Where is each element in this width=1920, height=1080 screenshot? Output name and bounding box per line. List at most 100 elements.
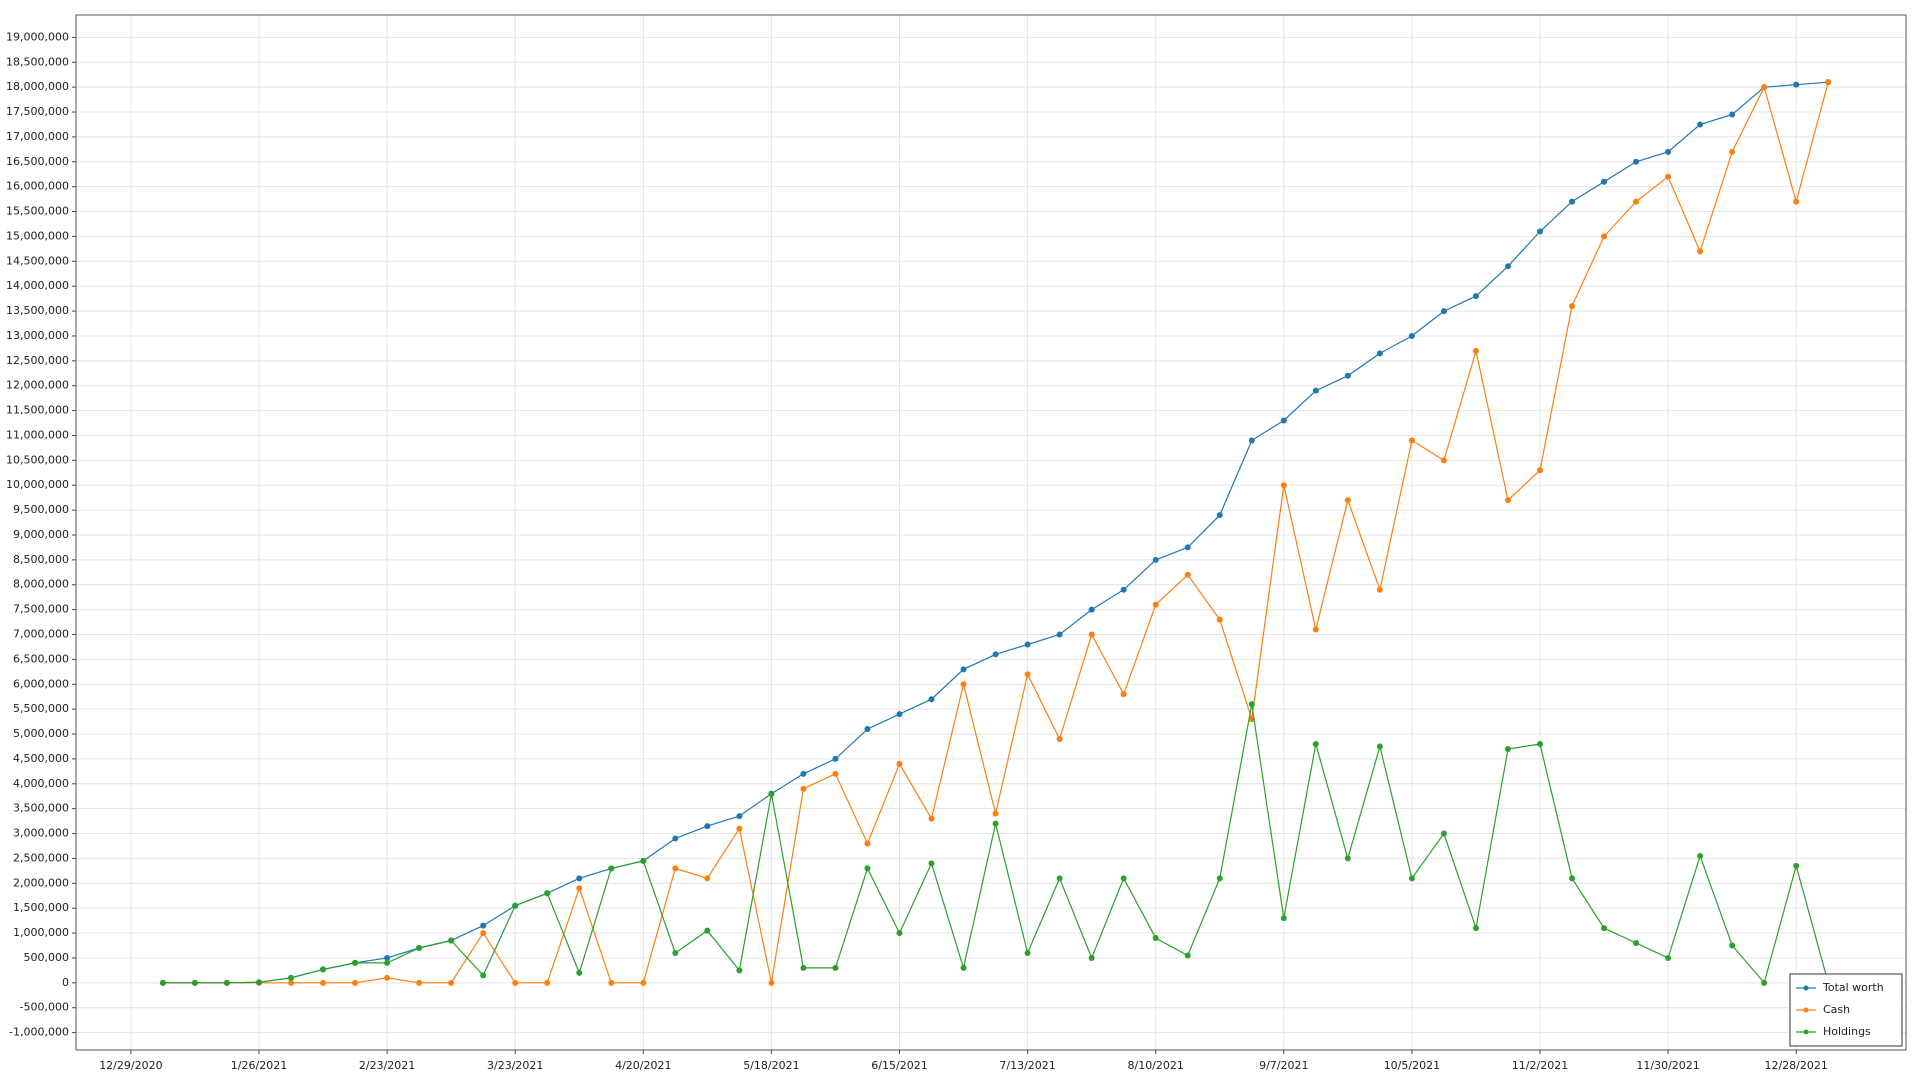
point [1633, 158, 1640, 165]
point [1472, 925, 1479, 932]
point [1152, 601, 1159, 608]
y-tick-label: 10,000,000 [6, 478, 69, 491]
series-line [162, 82, 1829, 984]
y-tick-label: 4,500,000 [13, 752, 69, 765]
point [480, 930, 487, 937]
y-tick-label: 18,000,000 [6, 80, 69, 93]
point [1408, 332, 1415, 339]
x-tick-label: 10/5/2021 [1384, 1059, 1440, 1072]
point [384, 959, 391, 966]
y-tick-label: -1,000,000 [9, 1026, 69, 1039]
y-tick-label: 14,000,000 [6, 279, 69, 292]
point [1120, 586, 1127, 593]
point [1793, 81, 1800, 88]
x-tick-label: 6/15/2021 [871, 1059, 927, 1072]
point [704, 875, 711, 882]
point [832, 755, 839, 762]
point [1248, 701, 1255, 708]
y-tick-label: 500,000 [24, 951, 70, 964]
y-tick-label: 5,000,000 [13, 727, 69, 740]
point [1793, 198, 1800, 205]
point [1312, 626, 1319, 633]
y-tick-label: 8,500,000 [13, 553, 69, 566]
point [896, 760, 903, 767]
y-tick-label: 11,000,000 [6, 428, 69, 441]
point [1216, 512, 1223, 519]
point [1537, 740, 1543, 747]
point [288, 974, 295, 981]
point [512, 979, 519, 986]
point [159, 979, 166, 986]
point [1440, 457, 1447, 464]
point [1729, 942, 1736, 949]
y-tick-label: 1,500,000 [13, 901, 69, 914]
point [1633, 940, 1640, 947]
y-tick-label: 17,500,000 [6, 105, 69, 118]
point [864, 865, 871, 872]
point [384, 954, 391, 961]
legend-marker [1803, 985, 1809, 991]
y-tick-label: 3,000,000 [13, 827, 69, 840]
y-tick-label: 19,000,000 [6, 30, 69, 43]
point [832, 770, 839, 777]
point [1024, 671, 1031, 678]
point [1152, 556, 1159, 563]
y-tick-label: 10,500,000 [6, 453, 69, 466]
y-tick-label: 16,000,000 [6, 180, 69, 193]
y-tick-label: 15,500,000 [6, 205, 69, 218]
point [1440, 308, 1447, 315]
point [1120, 875, 1127, 882]
point [1024, 641, 1031, 648]
legend: Total worth Cash Holdings [1789, 973, 1903, 1047]
point [1344, 372, 1351, 379]
point [1440, 830, 1447, 837]
point [1729, 148, 1736, 155]
legend-label: Total worth [1822, 981, 1884, 994]
y-tick-label: 1,000,000 [13, 926, 69, 939]
point [1248, 437, 1255, 444]
legend-label: Cash [1823, 1003, 1850, 1016]
point [288, 979, 295, 986]
y-tick-label: 18,500,000 [6, 55, 69, 68]
point [576, 885, 583, 892]
point [864, 726, 871, 733]
point [320, 979, 327, 986]
point [544, 979, 551, 986]
y-tick-label: 15,000,000 [6, 229, 69, 242]
point [1569, 303, 1576, 310]
point [960, 964, 967, 971]
x-tick-label: 3/23/2021 [487, 1059, 543, 1072]
point [992, 651, 999, 658]
point [768, 790, 775, 797]
point [480, 922, 487, 929]
point [1376, 743, 1383, 750]
point [1312, 387, 1319, 394]
point [960, 666, 967, 673]
point [992, 820, 999, 827]
point [640, 979, 647, 986]
point [1088, 954, 1095, 961]
legend-marker [1803, 1029, 1809, 1035]
y-tick-label: 2,000,000 [13, 876, 69, 889]
point [1088, 631, 1095, 638]
point [352, 959, 359, 966]
point [704, 823, 711, 830]
point [1569, 875, 1576, 882]
point [800, 964, 807, 971]
point [1408, 437, 1415, 444]
point [672, 865, 679, 872]
point [736, 967, 743, 974]
point [704, 927, 711, 934]
y-tick-label: 9,000,000 [13, 528, 69, 541]
point [1504, 745, 1511, 752]
point [800, 770, 807, 777]
point [1761, 979, 1768, 986]
series-line [162, 704, 1829, 985]
point [1665, 954, 1672, 961]
point [480, 972, 487, 979]
point [928, 696, 935, 703]
y-tick-label: 7,000,000 [13, 628, 69, 641]
y-tick-label: 14,500,000 [6, 254, 69, 267]
y-tick-label: 12,500,000 [6, 354, 69, 367]
y-tick-label: 12,000,000 [6, 379, 69, 392]
